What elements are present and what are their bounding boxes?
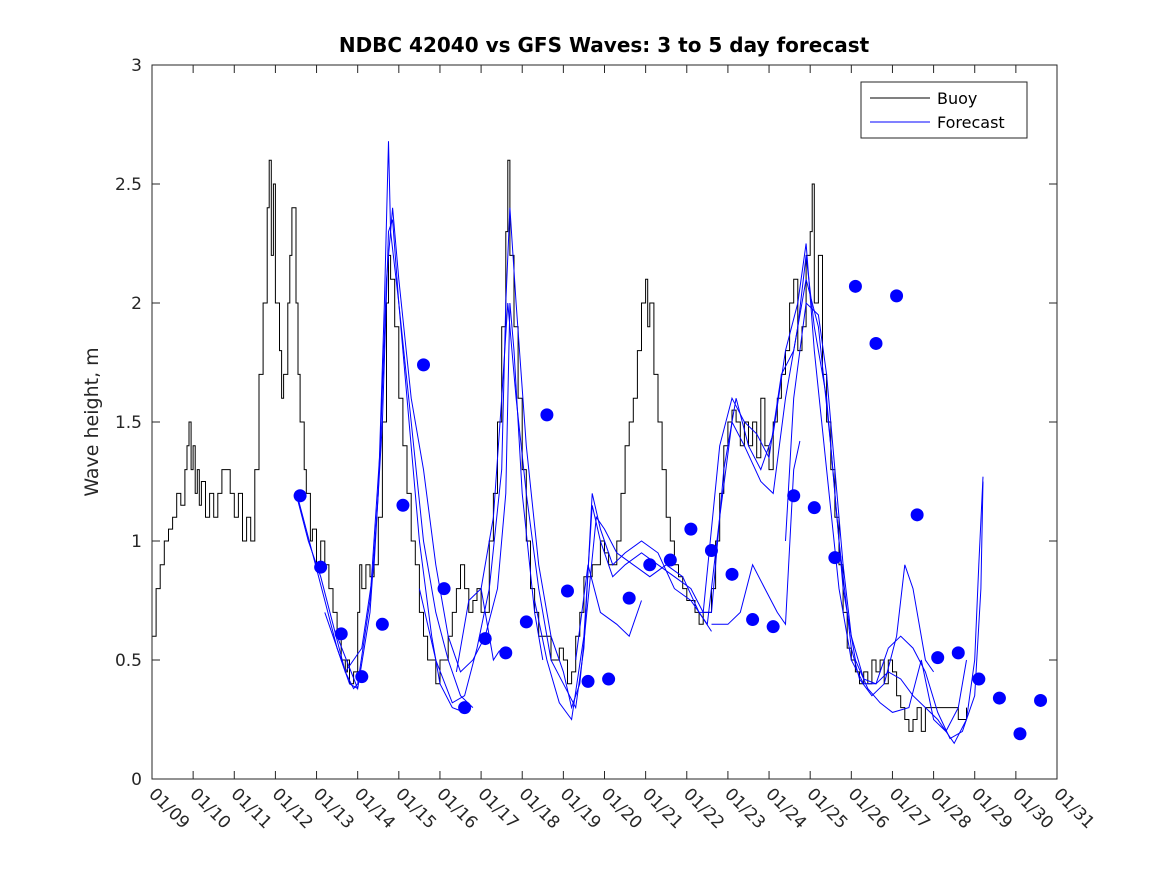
chart-title: NDBC 42040 vs GFS Waves: 3 to 5 day fore… [339,33,870,57]
forecast-marker [766,620,780,634]
forecast-marker [787,489,801,503]
y-tick-label: 1.5 [115,413,142,433]
forecast-series-line [699,243,984,745]
forecast-marker [890,289,904,303]
forecast-marker [704,544,718,558]
plot-area [152,65,1057,779]
forecast-series-line [297,498,358,690]
legend-buoy-label: Buoy [937,89,977,108]
legend-forecast-label: Forecast [937,113,1005,132]
forecast-marker [992,691,1006,705]
forecast-marker [951,646,965,660]
forecast-series-line [785,301,984,740]
forecast-marker [663,553,677,567]
forecast-series-line [357,207,544,684]
forecast-series-line [575,564,642,661]
forecast-marker [602,672,616,686]
axes-box [151,64,1058,780]
legend: Buoy Forecast [860,81,1028,139]
forecast-series-line [324,219,465,713]
forecast-marker [293,489,307,503]
forecast-marker [622,591,636,605]
forecast-marker [848,279,862,293]
forecast-marker [560,584,574,598]
forecast-marker [334,627,348,641]
forecast-marker [355,670,369,684]
forecast-marker [396,498,410,512]
forecast-marker [417,358,430,372]
forecast-marker [499,646,513,660]
forecast-series-line [534,279,967,733]
forecast-marker [746,613,760,627]
y-tick-label: 1 [131,532,142,552]
legend-box [860,81,1028,139]
forecast-marker [375,617,389,631]
forecast-markers [293,279,1048,741]
forecast-series-line [480,588,501,662]
y-tick-label: 2 [131,294,142,314]
forecast-marker [1034,693,1048,707]
forecast-marker [437,582,451,596]
forecast-marker [643,558,657,572]
y-tick-label: 2.5 [115,175,142,195]
forecast-marker [581,674,595,688]
forecast-marker [807,501,821,515]
forecast-marker [478,632,492,646]
series-layer [152,141,984,745]
forecast-marker [828,551,842,565]
y-tick-label: 0.5 [115,651,142,671]
forecast-marker [1013,727,1027,741]
y-axis-label: Wave height, m [81,347,103,496]
forecast-series-line [711,440,801,626]
y-tick-label: 0 [131,770,142,790]
forecast-marker [931,651,945,665]
forecast-series-line [295,493,359,690]
forecast-marker [519,615,533,629]
forecast-marker [314,560,328,574]
forecast-marker [910,508,924,522]
forecast-marker [684,522,698,536]
y-tick-label: 3 [131,56,142,76]
forecast-marker [540,408,554,422]
forecast-marker [972,672,986,686]
forecast-marker [869,336,883,350]
forecast-marker [458,701,472,715]
forecast-series-line [336,141,474,708]
forecast-marker [725,567,739,581]
